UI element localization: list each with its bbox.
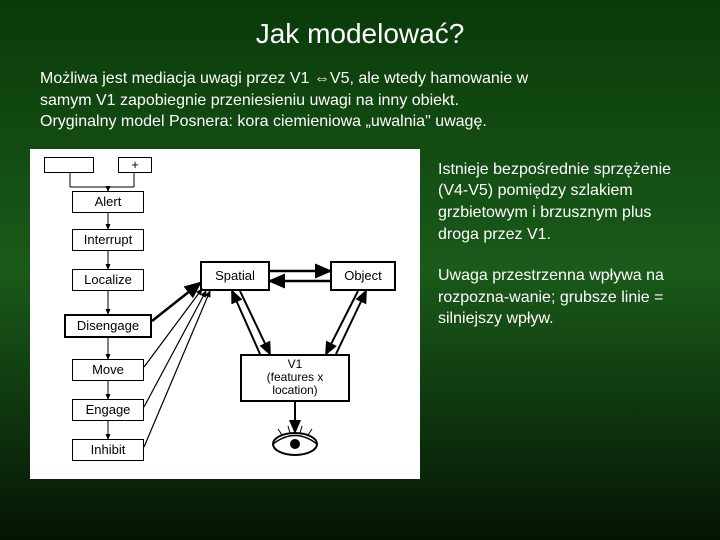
side-text: Istnieje bezpośrednie sprzężenie (V4-V5)…	[438, 149, 690, 330]
node-v1: V1 (features x location)	[240, 354, 350, 402]
node-topsmall	[44, 157, 94, 173]
node-localize: Localize	[72, 269, 144, 291]
node-alert: Alert	[72, 191, 144, 213]
node-engage: Engage	[72, 399, 144, 421]
intro-line: Możliwa jest mediacja uwagi przez V1 ⇔V5…	[40, 68, 680, 90]
node-inhibit: Inhibit	[72, 439, 144, 461]
node-disengage: Disengage	[64, 314, 152, 338]
node-interrupt: Interrupt	[72, 229, 144, 251]
node-spatial: Spatial	[200, 261, 270, 291]
intro-line: Oryginalny model Posnera: kora ciemienio…	[40, 111, 680, 133]
node-move: Move	[72, 359, 144, 381]
side-para-2: Uwaga przestrzenna wpływa na rozpozna-wa…	[438, 265, 690, 330]
side-para-1: Istnieje bezpośrednie sprzężenie (V4-V5)…	[438, 159, 690, 245]
intro-text: Możliwa jest mediacja uwagi przez V1 ⇔V5…	[0, 50, 720, 143]
model-diagram: + Alert Interrupt Localize Disengage Mov…	[30, 149, 420, 479]
content-row: + Alert Interrupt Localize Disengage Mov…	[0, 143, 720, 479]
node-object: Object	[330, 261, 396, 291]
intro-line: samym V1 zapobiegnie przeniesieniu uwagi…	[40, 90, 680, 112]
node-plus: +	[118, 157, 152, 173]
page-title: Jak modelować?	[0, 0, 720, 50]
